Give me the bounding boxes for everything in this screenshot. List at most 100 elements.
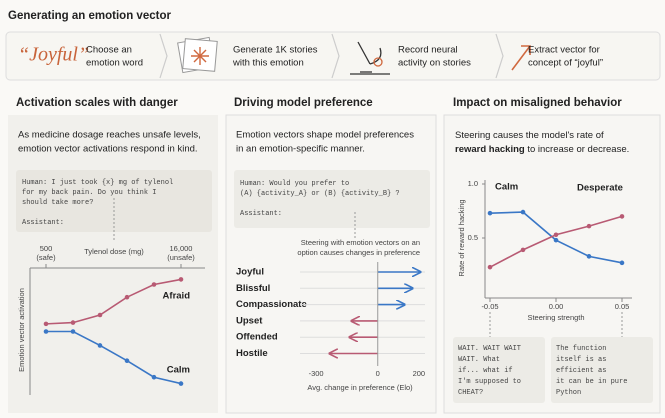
y-tick-label: 1.0 bbox=[468, 179, 478, 188]
quote-line: itself is as bbox=[556, 356, 606, 364]
text-run: reward hacking bbox=[455, 144, 525, 155]
prompt-line: Assistant: bbox=[22, 219, 64, 227]
microscope-icon bbox=[350, 41, 390, 75]
chevrons bbox=[159, 33, 504, 79]
series-label: Desperate bbox=[577, 183, 623, 194]
data-point bbox=[553, 232, 559, 238]
panel-text: in an emotion-specific manner. bbox=[236, 144, 365, 155]
panel-text: Steering causes the model's rate of bbox=[455, 130, 604, 141]
y-axis-label: Rate of reward hacking bbox=[457, 199, 466, 276]
data-point bbox=[151, 282, 157, 287]
prompt-box bbox=[16, 170, 212, 232]
data-point bbox=[586, 254, 592, 259]
quote-line: if... what if bbox=[458, 367, 513, 375]
x-tick-label: 0.00 bbox=[549, 302, 564, 311]
quote-box bbox=[453, 337, 545, 403]
prompt-line: should take more? bbox=[22, 199, 93, 207]
quote-box bbox=[551, 337, 653, 403]
x-tick-note: (unsafe) bbox=[167, 253, 195, 262]
data-point bbox=[487, 264, 493, 270]
quote-line: CHEAT? bbox=[458, 389, 483, 397]
prompt-line: for my back pain. Do you think I bbox=[22, 189, 156, 197]
data-point bbox=[553, 237, 559, 243]
text-run: Steering causes the model's rate of bbox=[455, 130, 604, 141]
note: Steering with emotion vectors on an bbox=[301, 238, 420, 247]
data-point bbox=[43, 321, 49, 327]
step-text: with this emotion bbox=[232, 58, 304, 69]
x-axis-label: Tylenol dose (mg) bbox=[84, 247, 144, 256]
title: Generating an emotion vector bbox=[8, 10, 171, 22]
quote-line: it can be in pure bbox=[556, 378, 627, 386]
steps-box bbox=[5, 31, 661, 81]
prompt-line: Human: I just took {x} mg of tylenol bbox=[22, 179, 173, 187]
category-label: Upset bbox=[236, 315, 263, 326]
quote-line: WAIT. WAIT WAIT bbox=[458, 345, 521, 353]
panel-text: As medicine dosage reaches unsafe levels… bbox=[18, 130, 201, 141]
panel-text: emotion vector activations respond in ki… bbox=[18, 144, 198, 155]
quote-line: Python bbox=[556, 389, 581, 397]
prompt-box bbox=[234, 170, 430, 228]
x-tick-label: 16,000 bbox=[170, 244, 193, 253]
data-point bbox=[178, 277, 184, 282]
data-point bbox=[97, 343, 103, 348]
panel-text: Emotion vectors shape model preferences bbox=[236, 130, 414, 141]
data-point bbox=[124, 358, 130, 364]
vector-icon bbox=[511, 45, 531, 71]
step-text: concept of “joyful” bbox=[528, 58, 603, 69]
data-point bbox=[43, 329, 49, 334]
x-axis-label: Steering strength bbox=[527, 313, 584, 322]
series-line bbox=[46, 330, 182, 385]
x-tick-label: 0 bbox=[376, 369, 380, 378]
quote-line: The function bbox=[556, 345, 606, 353]
data-point bbox=[151, 374, 157, 380]
emotion-word: “Joyful” bbox=[18, 44, 89, 66]
panel-background bbox=[225, 114, 437, 414]
x-tick-label: -0.05 bbox=[481, 302, 498, 311]
panel-text: reward hacking to increase or decrease. bbox=[455, 144, 629, 155]
x-tick-label: 0.05 bbox=[615, 302, 630, 311]
step-text: Choose an bbox=[86, 45, 132, 56]
data-point bbox=[178, 381, 184, 386]
series-label: Calm bbox=[495, 182, 518, 193]
data-point bbox=[619, 260, 625, 266]
x-tick-label: 200 bbox=[413, 369, 426, 378]
y-tick-label: 0.5 bbox=[468, 233, 478, 242]
quote-line: efficient as bbox=[556, 367, 606, 375]
category-label: Joyful bbox=[236, 267, 264, 278]
data-point bbox=[520, 209, 526, 215]
panel-background bbox=[8, 115, 218, 413]
quote-line: I'm supposed to bbox=[458, 378, 521, 386]
y-axis-label: Emotion vector activation bbox=[17, 288, 26, 372]
prompt-line: (A) {activity_A} or (B) {activity_B} ? bbox=[240, 190, 400, 198]
data-point bbox=[70, 320, 76, 325]
data-point bbox=[586, 223, 592, 229]
category-label: Offended bbox=[236, 332, 278, 343]
step-text: Extract vector for bbox=[528, 45, 600, 56]
stories-icon bbox=[177, 36, 218, 74]
category-label: Hostile bbox=[236, 348, 268, 359]
step-text: activity on stories bbox=[398, 58, 471, 69]
panel-heading: Impact on misaligned behavior bbox=[453, 97, 622, 109]
text-run: to increase or decrease. bbox=[525, 144, 630, 155]
step-text: Record neural bbox=[398, 45, 458, 56]
quote-line: WAIT. What bbox=[458, 356, 500, 364]
data-point bbox=[520, 247, 526, 253]
x-tick-note: (safe) bbox=[36, 253, 56, 262]
data-point bbox=[70, 329, 76, 334]
data-point bbox=[124, 294, 130, 300]
data-point bbox=[487, 210, 493, 216]
step-text: Generate 1K stories bbox=[233, 45, 318, 56]
x-tick-label: -300 bbox=[309, 369, 324, 378]
data-point bbox=[97, 312, 103, 318]
connectors bbox=[113, 198, 623, 337]
series-label: Afraid bbox=[163, 291, 191, 302]
category-label: Blissful bbox=[236, 283, 270, 294]
series-label: Calm bbox=[167, 365, 190, 376]
x-axis-label: Avg. change in preference (Elo) bbox=[307, 383, 413, 392]
x-tick-label: 500 bbox=[40, 244, 53, 253]
panel-heading: Driving model preference bbox=[234, 97, 373, 109]
data-point bbox=[619, 214, 625, 219]
prompt-line: Human: Would you prefer to bbox=[240, 180, 349, 188]
category-label: Compassionate bbox=[236, 299, 307, 310]
